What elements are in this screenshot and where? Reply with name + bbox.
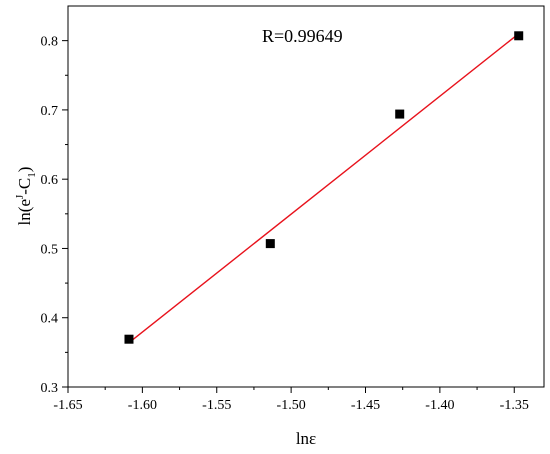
y-tick-label: 0.5 bbox=[41, 242, 59, 257]
x-axis-title: lnε bbox=[296, 429, 316, 448]
x-tick-label: -1.65 bbox=[53, 398, 82, 413]
r-value-annotation: R=0.99649 bbox=[262, 26, 343, 46]
tick-labels: -1.65 -1.60 -1.55 -1.50 -1.45 -1.40 -1.35 0.3 0.… bbox=[41, 35, 529, 413]
y-axis-title-end: ) bbox=[15, 167, 34, 173]
y-axis-title-sup: J bbox=[14, 194, 26, 199]
data-point bbox=[124, 334, 134, 344]
data-point bbox=[395, 109, 405, 119]
x-tick-label: -1.50 bbox=[277, 398, 306, 413]
y-tick-label: 0.4 bbox=[41, 312, 59, 327]
x-tick-label: -1.40 bbox=[425, 398, 454, 413]
y-axis-title-mid: -C bbox=[15, 178, 34, 195]
y-tick-label: 0.7 bbox=[41, 104, 59, 119]
x-tick-label: -1.55 bbox=[202, 398, 231, 413]
y-axis-title: ln(eJ-C1) bbox=[14, 167, 38, 226]
y-tick-label: 0.8 bbox=[41, 35, 59, 50]
data-point bbox=[265, 239, 275, 249]
fit-line bbox=[128, 33, 520, 344]
data-point bbox=[514, 31, 524, 41]
x-tick-label: -1.60 bbox=[128, 398, 157, 413]
y-tick-label: 0.6 bbox=[41, 173, 59, 188]
plot-frame bbox=[67, 5, 545, 388]
y-tick-label: 0.3 bbox=[41, 381, 59, 396]
y-axis-title-sub: 1 bbox=[26, 172, 38, 178]
data-points bbox=[124, 31, 524, 344]
x-tick-label: -1.45 bbox=[351, 398, 380, 413]
y-axis-title-base: ln(e bbox=[15, 199, 34, 225]
axis-ticks bbox=[62, 40, 515, 393]
x-tick-label: -1.35 bbox=[500, 398, 529, 413]
